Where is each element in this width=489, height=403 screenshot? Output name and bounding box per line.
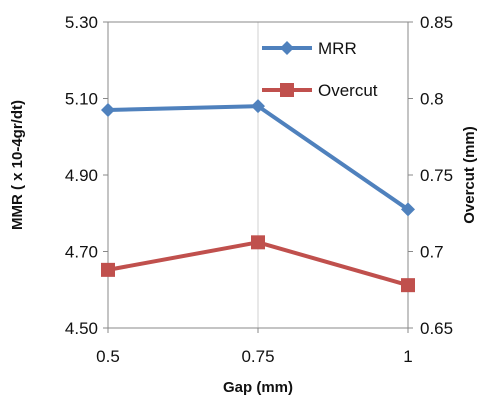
- left-tick-label: 5.30: [65, 13, 98, 32]
- left-tick-label: 4.50: [65, 319, 98, 338]
- series-mrr-point: [401, 202, 415, 217]
- legend-mrr-label: MRR: [318, 39, 357, 58]
- left-axis: 4.50 4.70 4.90 5.10 5.30: [65, 13, 108, 338]
- x-tick-label: 0.5: [96, 347, 120, 366]
- series-overcut-point: [401, 278, 415, 293]
- series: [101, 99, 415, 293]
- x-tick-label: 0.75: [241, 347, 274, 366]
- legend: MRR Overcut: [262, 39, 378, 100]
- right-tick-label: 0.65: [420, 319, 453, 338]
- right-tick-label: 0.75: [420, 166, 453, 185]
- right-axis-title: Overcut (mm): [461, 126, 478, 224]
- legend-overcut-square-icon: [280, 83, 294, 97]
- left-tick-label: 5.10: [65, 90, 98, 109]
- left-axis-title: MMR ( x 10-4gr/dt): [9, 100, 26, 230]
- legend-mrr-diamond-icon: [280, 41, 294, 55]
- x-axis: 0.5 0.75 1: [96, 328, 413, 366]
- left-tick-label: 4.70: [65, 243, 98, 262]
- right-tick-label: 0.8: [420, 90, 444, 109]
- right-tick-label: 0.7: [420, 243, 444, 262]
- right-tick-label: 0.85: [420, 13, 453, 32]
- series-overcut-point: [251, 235, 265, 250]
- series-mrr-point: [101, 102, 115, 117]
- series-mrr-point: [251, 99, 265, 114]
- series-overcut-point: [101, 262, 115, 277]
- x-tick-label: 1: [403, 347, 412, 366]
- left-tick-label: 4.90: [65, 166, 98, 185]
- x-axis-title: Gap (mm): [223, 379, 293, 396]
- right-axis: 0.65 0.7 0.75 0.8 0.85: [408, 13, 453, 338]
- legend-overcut-label: Overcut: [318, 81, 378, 100]
